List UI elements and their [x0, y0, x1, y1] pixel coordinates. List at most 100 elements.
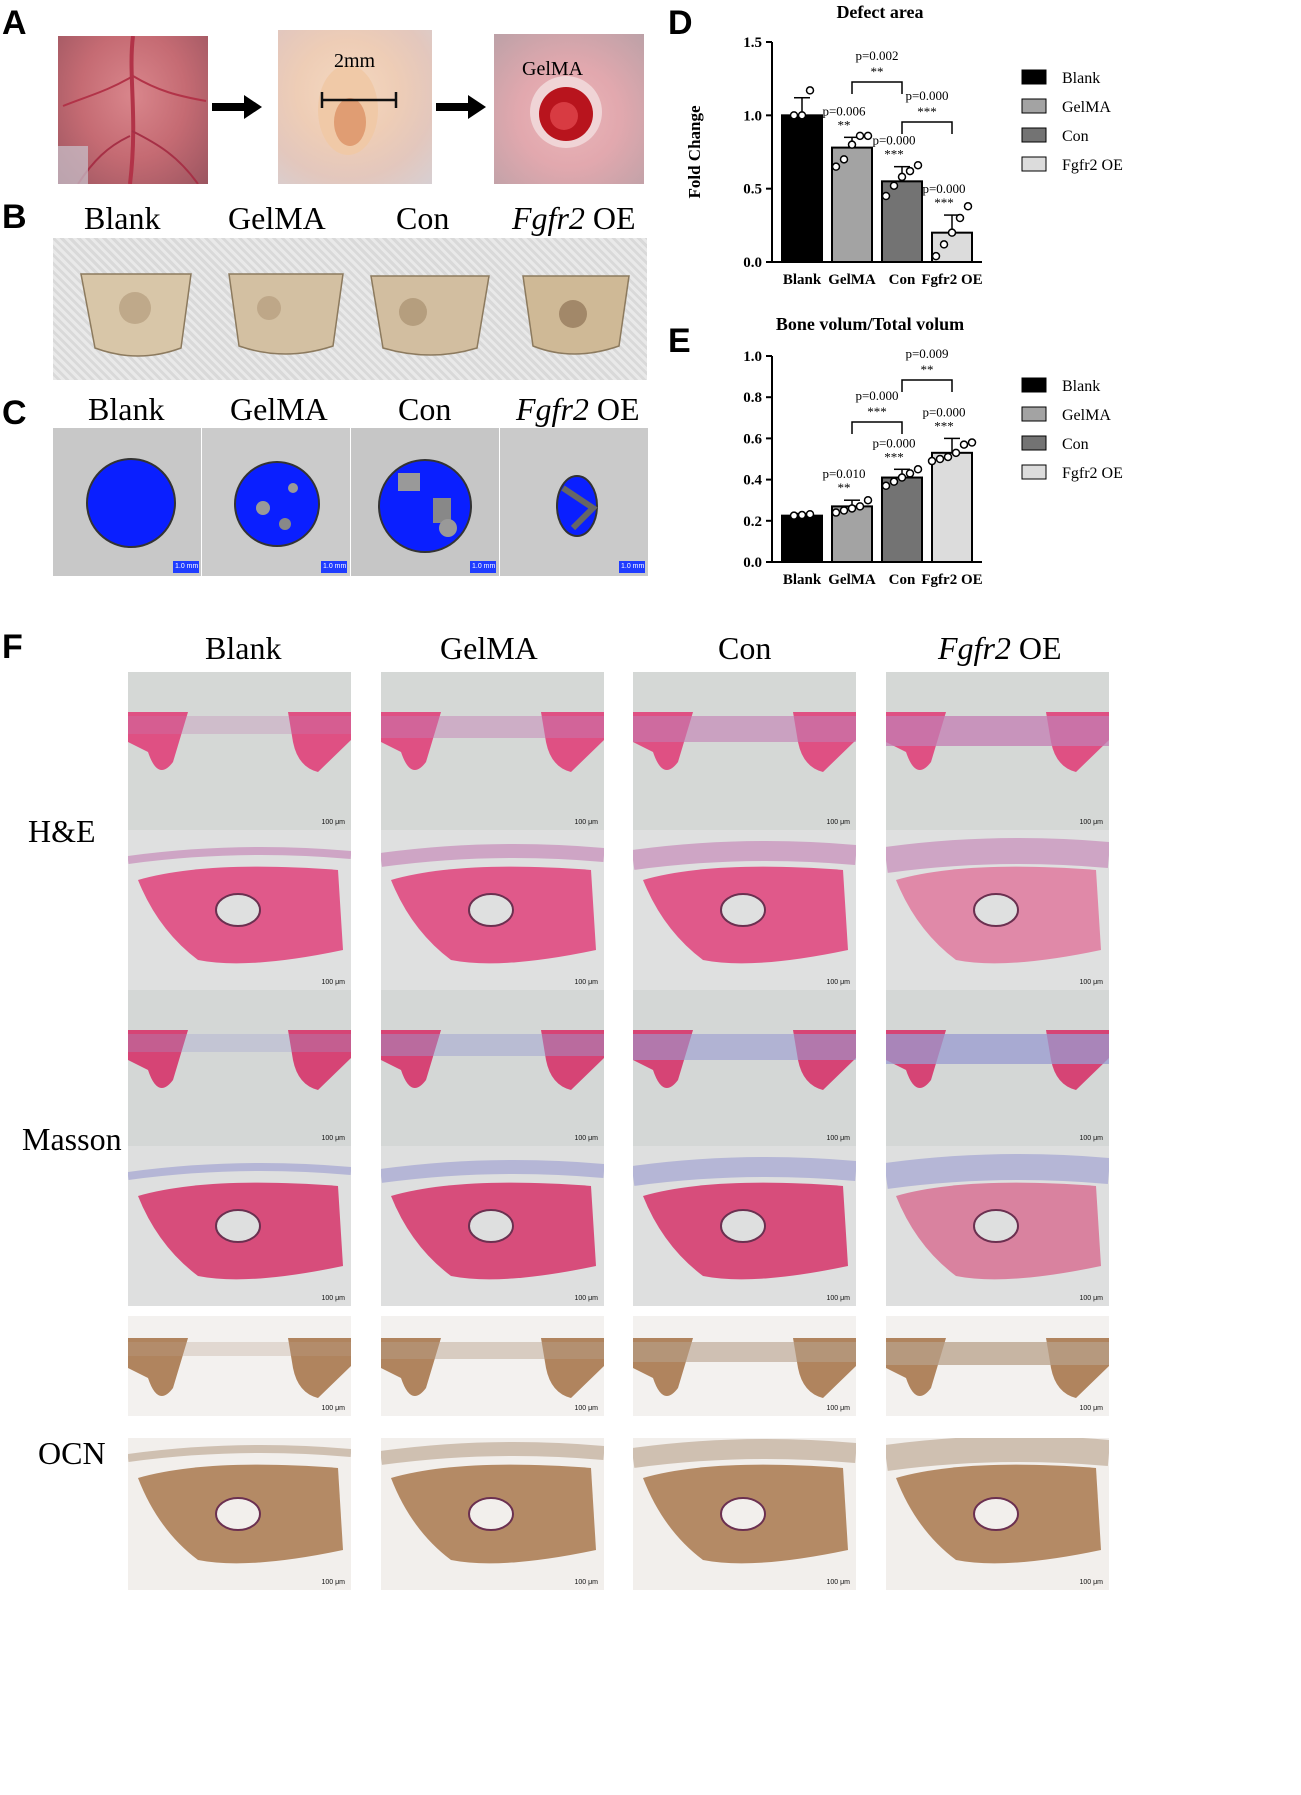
- scale-bar-label: 100 μm: [574, 819, 599, 826]
- legend-swatch: [1021, 127, 1047, 143]
- tissue-section: [886, 1154, 1109, 1280]
- bar-con: [881, 476, 923, 563]
- tissue-section: [381, 712, 604, 772]
- legend-label: GelMA: [1062, 407, 1111, 424]
- significance-bracket: [901, 379, 953, 392]
- scale-bar-label: 100 μm: [1079, 1295, 1104, 1302]
- data-point: [789, 111, 799, 120]
- legend-swatch: [1021, 98, 1047, 114]
- data-point: [897, 172, 907, 182]
- tissue-section: [128, 1030, 351, 1090]
- scale-bar-label: 100 μm: [574, 979, 599, 986]
- skull-vessels: [58, 36, 207, 184]
- surgery-photo-gelma: GelMA: [494, 34, 644, 184]
- row-label-masson: Masson: [22, 1121, 122, 1157]
- masson-low-blank-image: 100 μm: [128, 990, 351, 1146]
- c-scalebar-label-2: 1.0 mm: [323, 563, 347, 570]
- legend-label: GelMA: [1062, 99, 1111, 116]
- f-label-blank: Blank: [205, 630, 282, 666]
- gelma-implant: [530, 76, 602, 148]
- tissue-section: [381, 844, 604, 964]
- scale-bar-label: 100 μm: [321, 1579, 346, 1586]
- p-value-label: p=0.000: [922, 404, 965, 419]
- data-point: [959, 440, 969, 449]
- p-value-label: p=0.000: [872, 133, 915, 148]
- data-point: [789, 511, 799, 520]
- data-point: [831, 162, 841, 171]
- significance-bracket: [851, 421, 903, 434]
- tissue-section: [381, 1338, 604, 1398]
- scale-bar-label: 100 μm: [574, 1135, 599, 1142]
- arrow-icon-2: [436, 95, 486, 119]
- significance-stars: ***: [884, 449, 904, 464]
- row-label-ocn: OCN: [38, 1435, 106, 1471]
- scale-bar-label: 100 μm: [826, 819, 851, 826]
- c-scalebar-label-1: 1.0 mm: [175, 563, 199, 570]
- tissue-section: [633, 1030, 856, 1090]
- he-high-blank-image: 100 μm: [128, 830, 351, 990]
- legend-swatch: [1021, 406, 1047, 422]
- tissue-section: [128, 847, 351, 964]
- significance-stars: **: [838, 117, 851, 132]
- data-point: [855, 131, 865, 141]
- legend-swatch: [1021, 156, 1047, 172]
- f-label-gelma: GelMA: [440, 630, 538, 666]
- data-point: [913, 465, 923, 474]
- data-point: [947, 228, 957, 237]
- legend-label: Fgfr2 OE: [1062, 157, 1123, 174]
- scale-bar-label: 100 μm: [826, 1295, 851, 1302]
- he-low-con-image: 100 μm: [633, 672, 856, 830]
- legend-label: Blank: [1062, 70, 1100, 87]
- b-label-gelma: GelMA: [228, 200, 326, 236]
- data-point: [797, 510, 807, 520]
- masson-high-gelma-image: 100 μm: [381, 1146, 604, 1306]
- legend-label: Con: [1062, 436, 1089, 453]
- surgery-photo-skull: [58, 36, 208, 184]
- y-tick-label: 1.0: [743, 349, 762, 365]
- scale-bar-label: 100 μm: [1079, 1579, 1104, 1586]
- scale-bar-label: 100 μm: [1079, 979, 1104, 986]
- tissue-section: [633, 712, 856, 772]
- y-tick-label: 0.5: [743, 182, 762, 198]
- data-point: [935, 454, 945, 464]
- bar-fgfr2-oe: [931, 451, 973, 564]
- y-tick-label: 1.0: [743, 108, 762, 124]
- he-high-gelma-image: 100 μm: [381, 830, 604, 990]
- significance-bracket: [851, 81, 903, 94]
- skull-specimens: [80, 273, 630, 357]
- b-label-fgfr2: Fgfr2 OE: [512, 200, 636, 236]
- tissue-section: [128, 712, 351, 772]
- data-point: [931, 251, 941, 261]
- tissue-section: [886, 1438, 1109, 1564]
- ocn-high-con-image: 100 μm: [633, 1438, 856, 1590]
- y-tick-label: 0.0: [743, 555, 762, 571]
- he-high-con-image: 100 μm: [633, 830, 856, 990]
- panel-letter-c: C: [2, 394, 27, 432]
- ocn-high-blank-image: 100 μm: [128, 1438, 351, 1590]
- scale-bar-label: 100 μm: [826, 979, 851, 986]
- y-tick-label: 0.6: [743, 431, 762, 447]
- microct-images: [53, 428, 648, 576]
- legend-swatch: [1021, 464, 1047, 480]
- data-point: [967, 438, 977, 447]
- data-point: [943, 452, 953, 462]
- x-tick-label: Con: [889, 572, 916, 588]
- masson-high-con-image: 100 μm: [633, 1146, 856, 1306]
- data-point: [863, 131, 873, 141]
- defect-drawing: [318, 65, 398, 155]
- significance-stars: ***: [934, 195, 954, 210]
- bracket-stars: **: [921, 362, 934, 377]
- data-point: [905, 469, 915, 478]
- arrow-icon-1: [212, 95, 262, 119]
- tissue-section: [633, 841, 856, 964]
- panel-letter-f: F: [2, 628, 23, 666]
- masson-low-fgfr2-image: 100 μm: [886, 990, 1109, 1146]
- c-label-blank: Blank: [88, 391, 165, 427]
- he-low-blank-image: 100 μm: [128, 672, 351, 830]
- data-point: [897, 473, 907, 482]
- scale-bar-label: 100 μm: [1079, 819, 1104, 826]
- panel-letter-a: A: [2, 4, 27, 42]
- c-label-con: Con: [398, 391, 452, 427]
- masson-low-gelma-image: 100 μm: [381, 990, 604, 1146]
- data-point: [847, 504, 857, 513]
